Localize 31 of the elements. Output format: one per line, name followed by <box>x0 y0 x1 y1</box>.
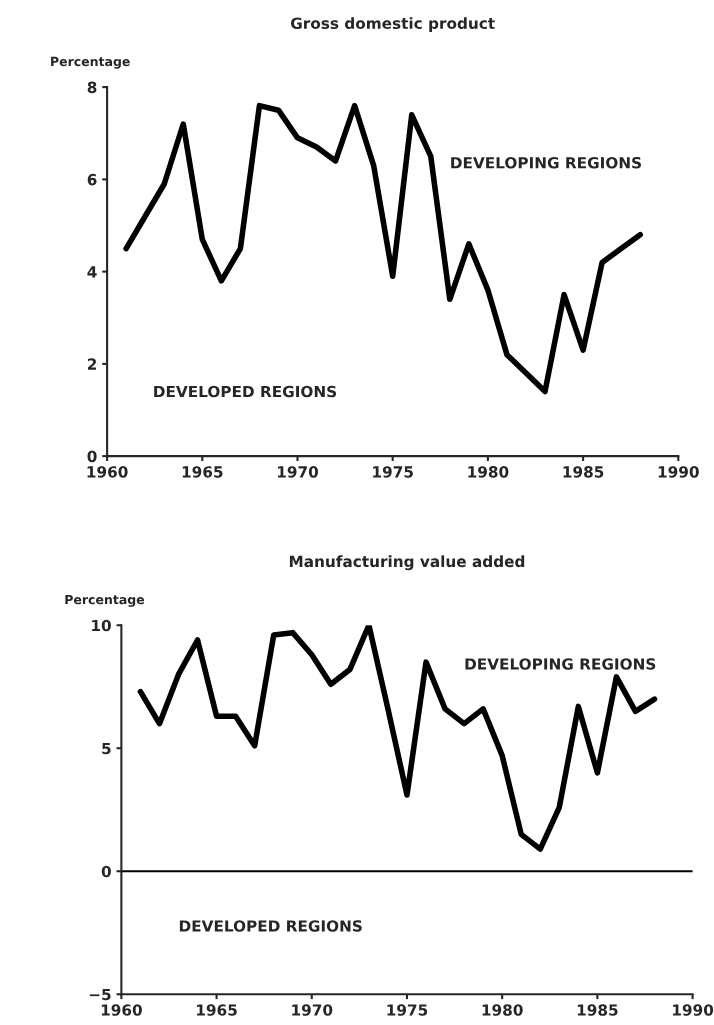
x-tick-label: 1975 <box>387 1004 428 1016</box>
y-axis-title: Percentage <box>51 56 130 69</box>
x-tick-label: 1960 <box>101 1004 142 1016</box>
y-tick-label: 10 <box>92 619 111 632</box>
x-tick-label: 1990 <box>673 1004 714 1016</box>
annotation: DEVELOPING REGIONS <box>465 658 656 670</box>
x-tick-label: 1980 <box>468 466 509 478</box>
x-tick-label: 1985 <box>563 466 604 478</box>
chart-title: Manufacturing value added <box>289 555 525 571</box>
x-tick-label: 1965 <box>197 1004 237 1016</box>
x-tick-label: 1970 <box>277 466 319 478</box>
y-tick-label: 0 <box>101 865 111 878</box>
y-tick-label: 2 <box>87 358 97 370</box>
annotation: DEVELOPED REGIONS <box>179 920 362 932</box>
annotation: DEVELOPED REGIONS <box>154 385 337 398</box>
y-axis-title: Percentage <box>65 594 145 607</box>
x-tick-label: 1990 <box>658 466 699 478</box>
y-tick-label: −5 <box>89 988 111 1001</box>
chart-title: Gross domestic product <box>291 17 495 32</box>
x-tick-label: 1970 <box>292 1004 333 1016</box>
y-tick-label: 8 <box>87 81 97 94</box>
x-tick-label: 1960 <box>87 466 128 478</box>
y-tick-label: 6 <box>87 173 97 186</box>
x-tick-label: 1980 <box>482 1004 523 1016</box>
annotation: DEVELOPING REGIONS <box>451 156 641 169</box>
x-tick-label: 1965 <box>182 466 223 478</box>
x-tick-label: 1985 <box>577 1004 618 1016</box>
y-tick-label: 0 <box>87 450 97 463</box>
y-tick-label: 4 <box>87 266 97 278</box>
x-tick-label: 1975 <box>373 466 413 478</box>
y-tick-label: 5 <box>102 742 111 755</box>
